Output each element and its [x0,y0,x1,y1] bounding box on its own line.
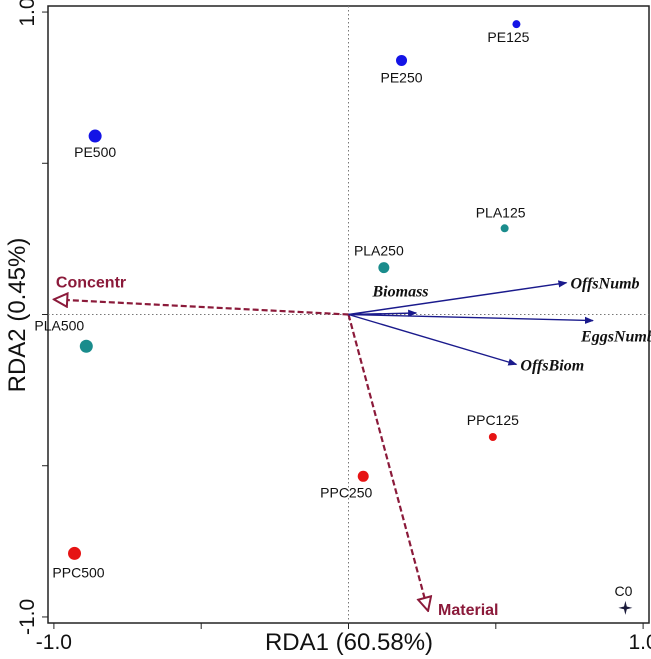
site-point-ppc500 [68,546,82,560]
site-label-ppc125: PPC125 [467,412,519,428]
site-point-pla500 [79,339,93,353]
species-label-biomass: Biomass [372,284,429,301]
x-tick-label: 1.0 [629,631,651,654]
species-arrows: OffsNumb EggsNumb OffsBiom Biomass [348,276,651,374]
species-label-offsbiom: OffsBiom [520,357,584,374]
site-points: PE125 PE250 PE500 PLA125 PLA250 PLA500 PPC125 P… [34,20,633,615]
species-label-offsnumb: OffsNumb [571,276,640,293]
site-label-ppc500: PPC500 [52,564,104,580]
env-label-concentr: Concentr [56,274,126,291]
site-label-pe500: PE500 [74,144,116,160]
site-point-c0 [618,600,633,615]
environmental-arrows: Concentr Material [54,274,499,619]
y-tick-label: 1.0 [16,0,39,27]
site-label-pla500: PLA500 [34,317,84,333]
env-arrow-concentr [54,299,349,316]
site-point-pe250 [396,54,408,66]
site-label-ppc250: PPC250 [320,484,372,500]
species-arrow-biomass [348,309,418,317]
species-arrow-eggsnumb [348,313,594,324]
site-point-pla250 [378,262,390,274]
site-point-pe125 [512,20,521,29]
site-label-c0: C0 [614,583,632,599]
site-point-pe500 [88,129,102,143]
y-axis-title: RDA2 (0.45%) [4,238,31,393]
species-arrow-offsnumb [348,280,568,316]
env-arrow-material [347,314,429,611]
axes-layer: -1.0 1.0 -1.0 1.0 [16,0,651,654]
site-label-pe125: PE125 [487,29,529,45]
site-point-ppc250 [357,470,369,482]
y-tick-label: -1.0 [16,599,39,635]
site-label-pla250: PLA250 [354,243,404,259]
site-point-pla125 [500,224,509,233]
species-arrow-offsbiom [348,313,518,366]
site-label-pla125: PLA125 [476,204,526,220]
site-label-pe250: PE250 [381,69,423,85]
species-label-eggsnumb: EggsNumb [580,329,651,346]
x-axis-title: RDA1 (60.58%) [265,629,433,656]
env-label-material: Material [438,602,498,619]
x-tick-label: -1.0 [36,631,72,654]
site-point-ppc125 [488,432,497,441]
